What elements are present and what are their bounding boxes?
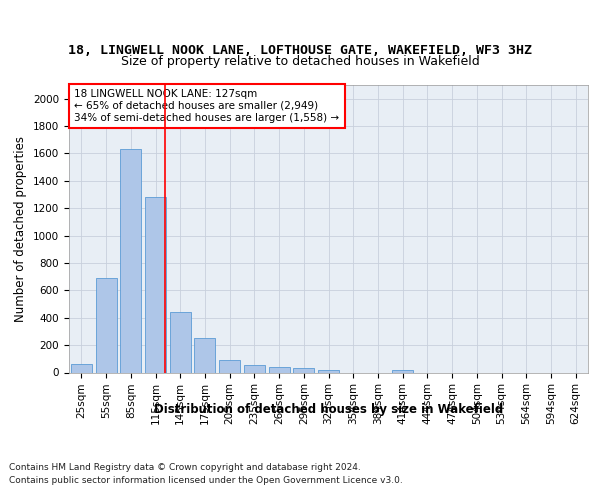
Bar <box>244 365 265 372</box>
Bar <box>219 360 240 372</box>
Text: Contains HM Land Registry data © Crown copyright and database right 2024.: Contains HM Land Registry data © Crown c… <box>9 462 361 471</box>
Bar <box>170 312 191 372</box>
Text: Size of property relative to detached houses in Wakefield: Size of property relative to detached ho… <box>121 54 479 68</box>
Bar <box>145 196 166 372</box>
Bar <box>71 364 92 372</box>
Y-axis label: Number of detached properties: Number of detached properties <box>14 136 28 322</box>
Bar <box>120 150 141 372</box>
Text: 18, LINGWELL NOOK LANE, LOFTHOUSE GATE, WAKEFIELD, WF3 3HZ: 18, LINGWELL NOOK LANE, LOFTHOUSE GATE, … <box>68 44 532 58</box>
Bar <box>194 338 215 372</box>
Text: 18 LINGWELL NOOK LANE: 127sqm
← 65% of detached houses are smaller (2,949)
34% o: 18 LINGWELL NOOK LANE: 127sqm ← 65% of d… <box>74 90 340 122</box>
Bar <box>95 278 116 372</box>
Bar <box>392 370 413 372</box>
Bar <box>293 368 314 372</box>
Bar <box>318 370 339 372</box>
Text: Contains public sector information licensed under the Open Government Licence v3: Contains public sector information licen… <box>9 476 403 485</box>
Bar <box>269 367 290 372</box>
Text: Distribution of detached houses by size in Wakefield: Distribution of detached houses by size … <box>154 402 503 415</box>
